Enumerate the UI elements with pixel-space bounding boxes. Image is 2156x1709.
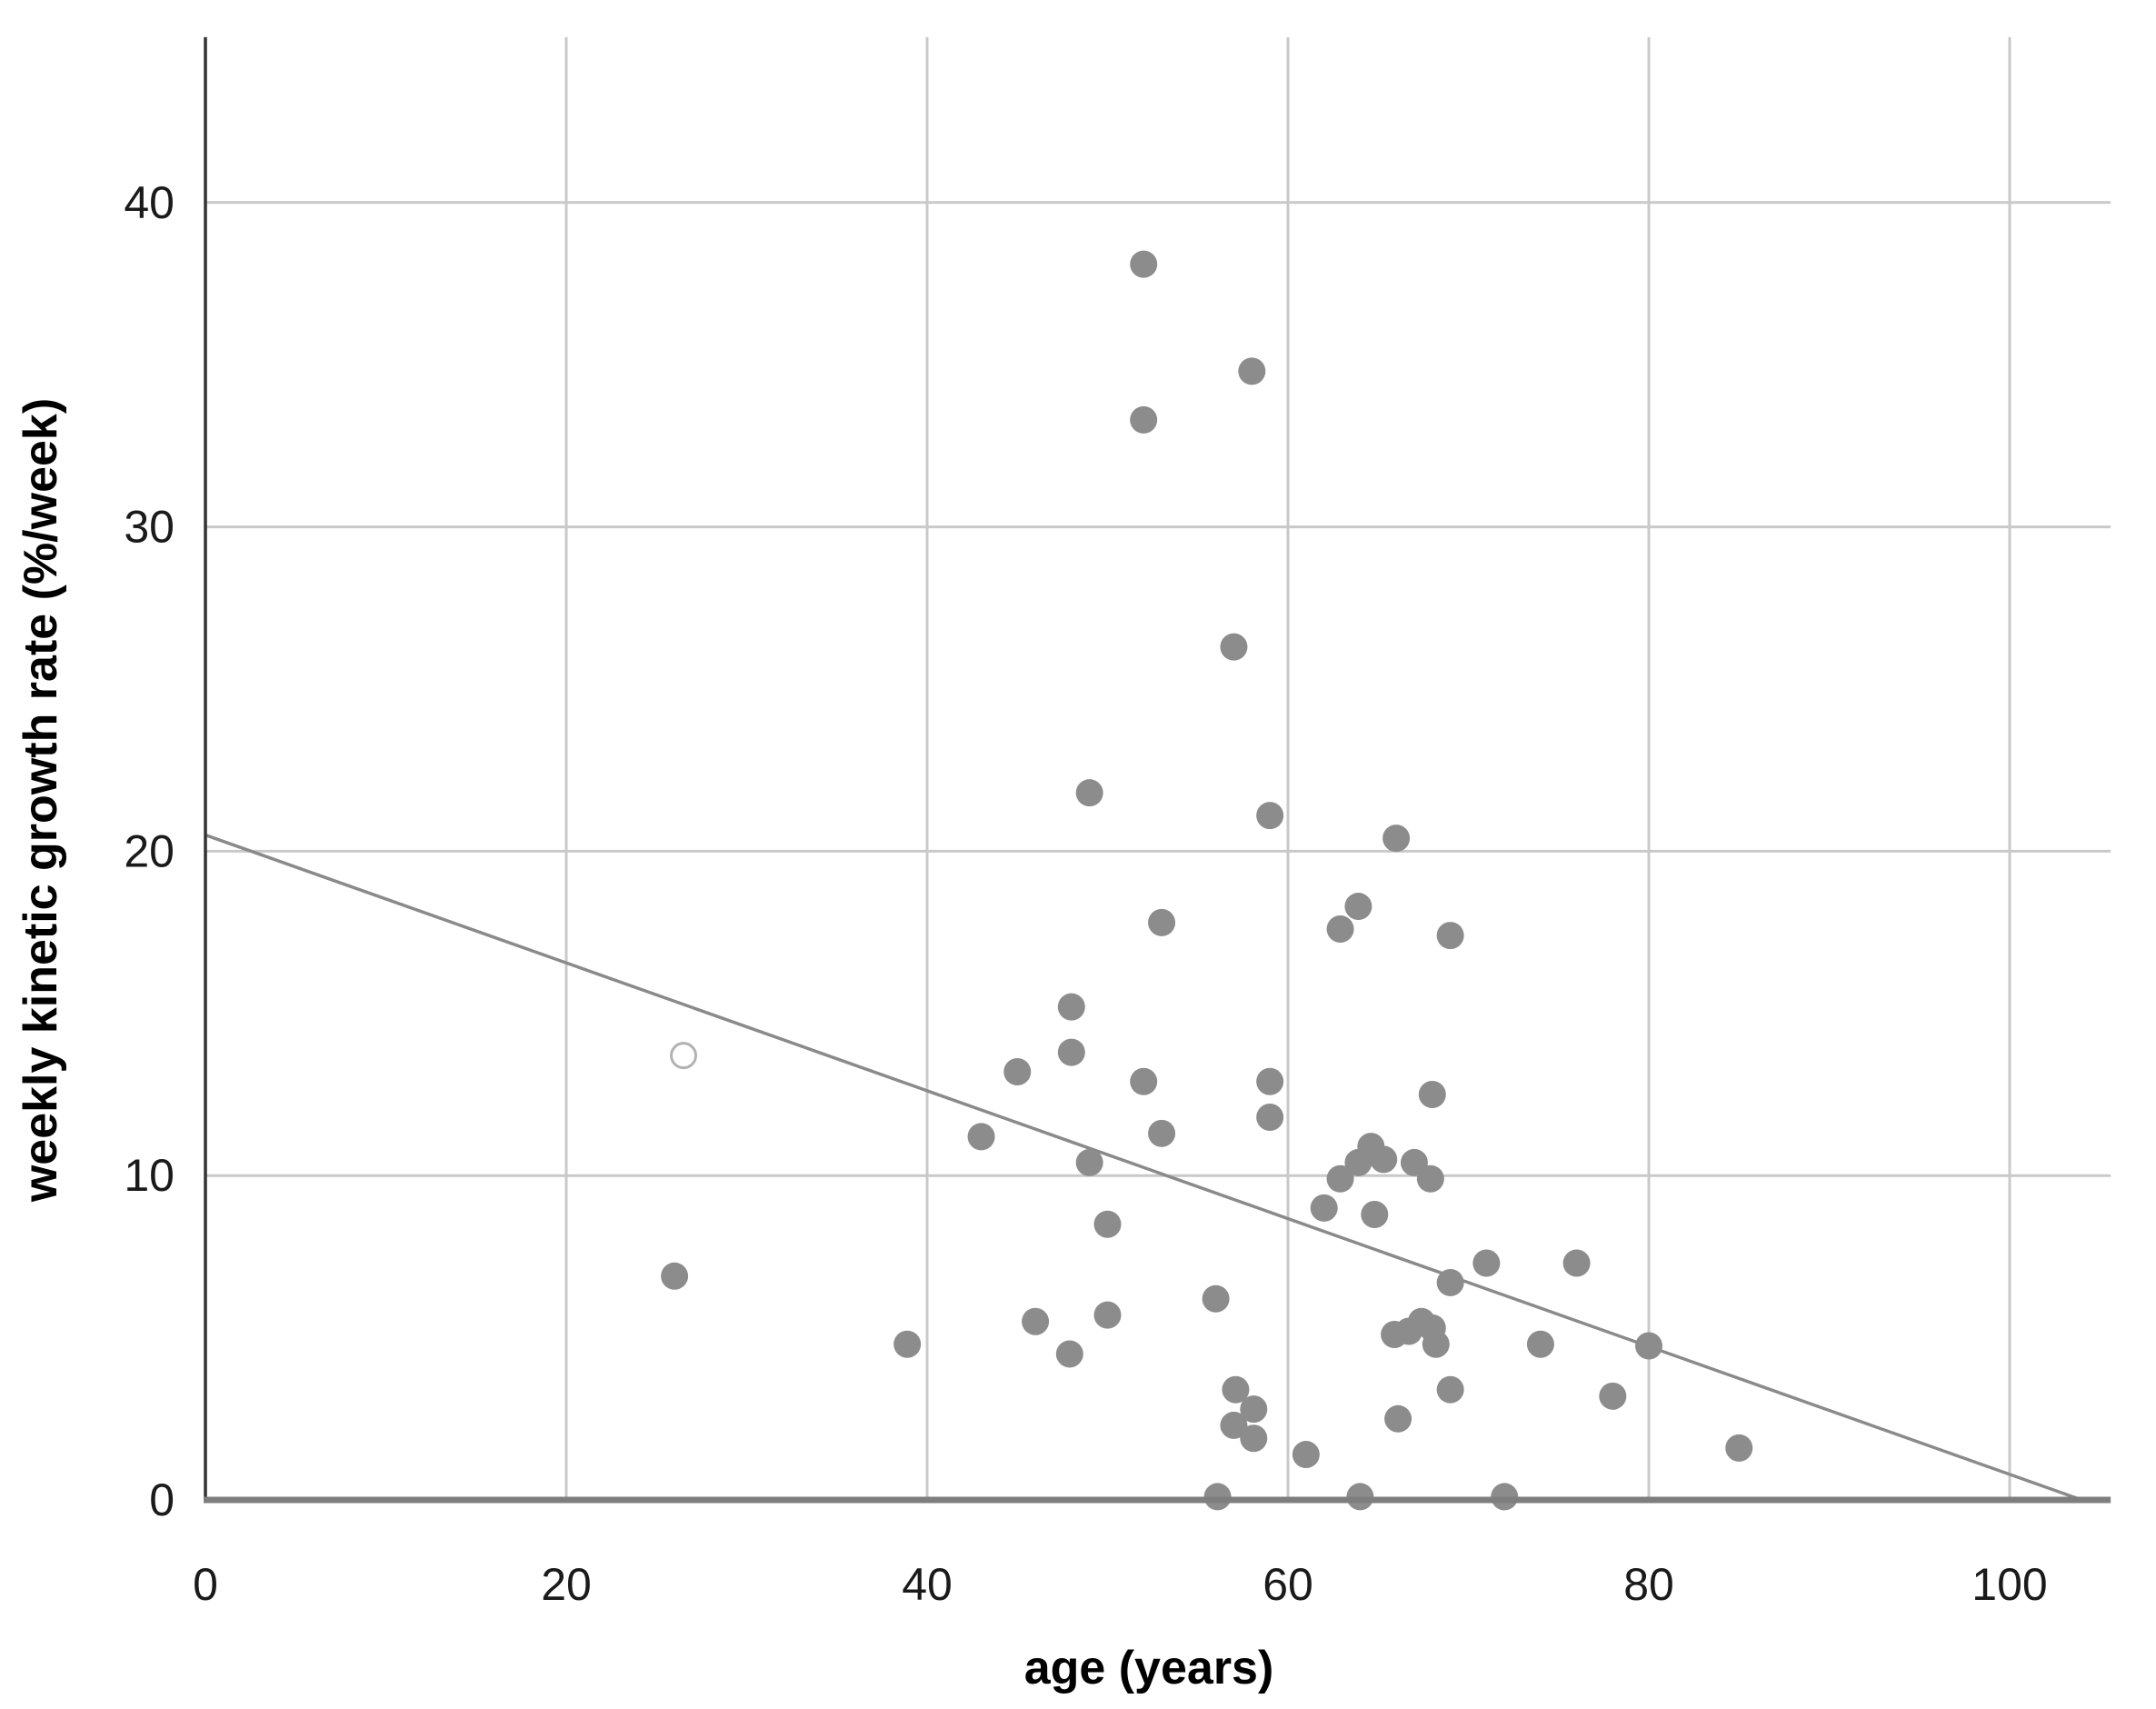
- data-point: [1292, 1441, 1320, 1469]
- data-point: [1148, 1119, 1176, 1147]
- data-point: [1148, 908, 1176, 936]
- data-point: [1526, 1330, 1554, 1358]
- data-point: [1310, 1194, 1338, 1222]
- data-point: [967, 1123, 995, 1151]
- x-tick-label: 80: [1623, 1559, 1674, 1610]
- y-axis-title: weekly kinetic growth rate (%/week): [15, 398, 67, 1203]
- data-point: [1361, 1201, 1389, 1229]
- data-point: [1093, 1301, 1122, 1329]
- data-point: [1491, 1483, 1519, 1511]
- data-point: [1130, 250, 1158, 278]
- data-point: [1370, 1145, 1398, 1174]
- data-point: [1256, 1067, 1284, 1095]
- trend-line: [205, 833, 2082, 1502]
- data-point: [1057, 993, 1085, 1021]
- data-point: [1422, 1330, 1450, 1358]
- data-point: [1003, 1058, 1032, 1086]
- data-point: [1220, 633, 1248, 661]
- data-point: [1222, 1375, 1250, 1404]
- data-point: [1326, 1164, 1354, 1193]
- data-point: [1384, 1404, 1412, 1433]
- data-point: [1725, 1434, 1753, 1462]
- data-point: [1130, 1067, 1158, 1095]
- data-point: [1382, 825, 1411, 853]
- data-point: [1256, 802, 1284, 830]
- data-points-layer: [661, 250, 1753, 1511]
- trend-line-layer: [205, 833, 2082, 1502]
- data-point: [1055, 1340, 1083, 1368]
- data-point: [1130, 405, 1158, 434]
- data-point: [1203, 1483, 1232, 1511]
- data-point: [1238, 357, 1266, 385]
- data-point: [1022, 1307, 1050, 1335]
- axes-layer: [204, 36, 2111, 1504]
- hollow-data-point: [670, 1042, 698, 1070]
- data-point: [1436, 1375, 1464, 1404]
- x-tick-label: 0: [193, 1559, 218, 1610]
- y-tick-label: 0: [149, 1474, 175, 1525]
- data-point: [1202, 1284, 1230, 1313]
- data-point: [1436, 922, 1464, 950]
- x-axis-title: age (years): [1024, 1642, 1274, 1694]
- y-tick-label: 40: [124, 177, 175, 228]
- x-tick-label: 60: [1263, 1559, 1313, 1610]
- y-tick-label: 30: [124, 502, 175, 553]
- data-point: [1346, 1483, 1374, 1511]
- data-point: [1416, 1164, 1444, 1193]
- data-point: [1326, 915, 1354, 944]
- data-point: [1057, 1038, 1085, 1066]
- x-tick-label: 20: [541, 1559, 592, 1610]
- data-point: [1093, 1210, 1122, 1238]
- x-tick-label: 100: [1971, 1559, 2047, 1610]
- data-point: [1240, 1424, 1268, 1453]
- data-point: [1220, 1411, 1248, 1439]
- data-point: [1436, 1268, 1464, 1296]
- data-point: [1562, 1249, 1591, 1277]
- data-point: [1635, 1332, 1662, 1360]
- x-tick-label: 40: [902, 1559, 953, 1610]
- data-point: [1075, 1148, 1103, 1176]
- data-point: [1240, 1395, 1268, 1424]
- data-point: [893, 1330, 922, 1358]
- data-point: [1472, 1249, 1501, 1277]
- y-tick-label: 20: [124, 825, 175, 876]
- data-point: [661, 1262, 689, 1290]
- data-point: [1344, 893, 1372, 921]
- data-point: [1256, 1103, 1284, 1131]
- data-point: [1418, 1081, 1446, 1108]
- axis-labels-layer: age (years) weekly kinetic growth rate (…: [15, 177, 2048, 1694]
- data-point: [1599, 1382, 1627, 1410]
- y-tick-label: 10: [124, 1150, 175, 1201]
- data-point: [1075, 779, 1103, 807]
- gridlines: [204, 36, 2111, 1500]
